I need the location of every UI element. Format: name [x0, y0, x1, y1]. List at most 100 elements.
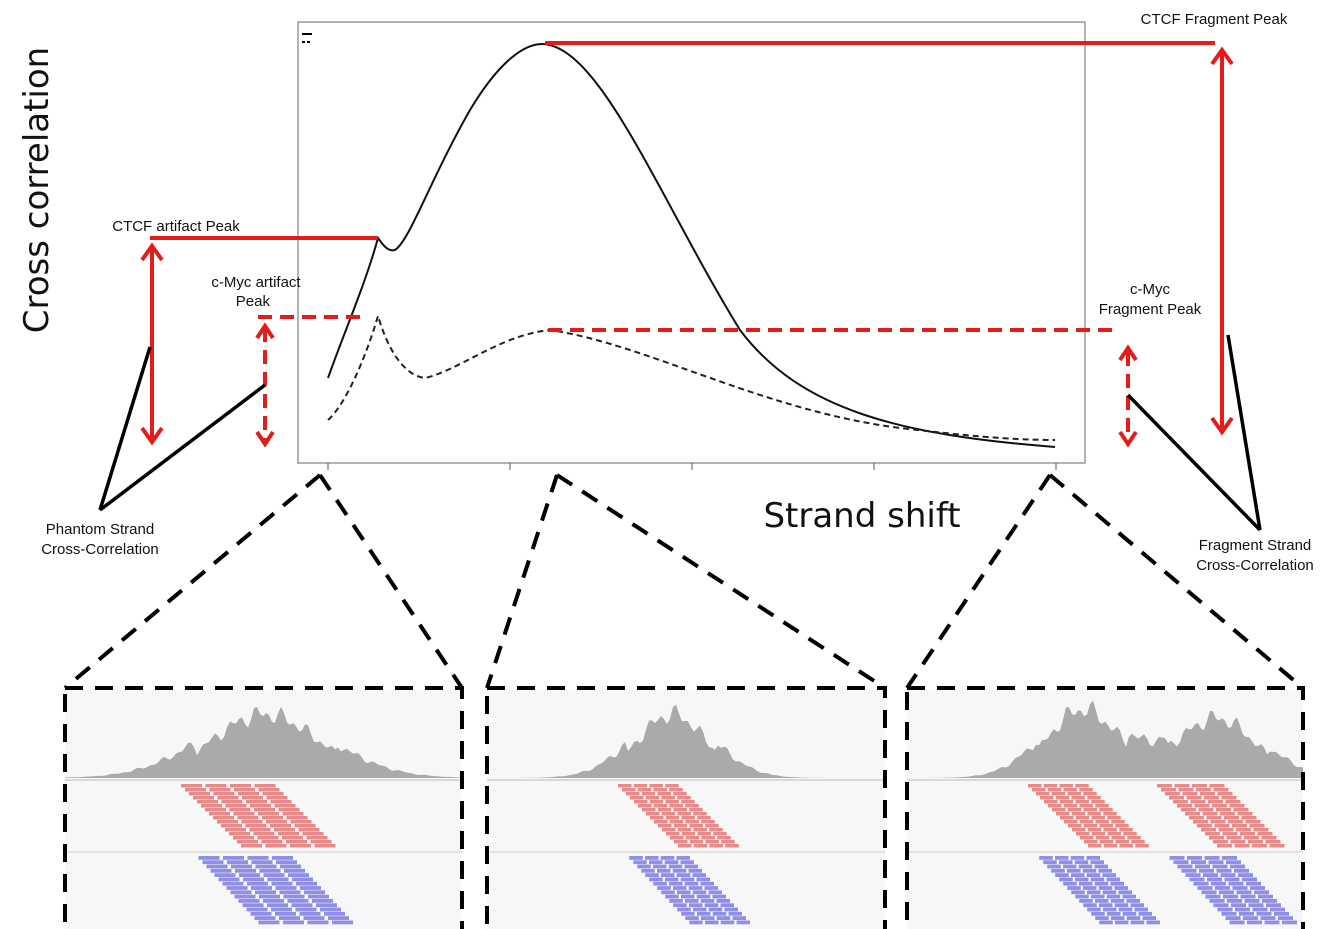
read-reverse: [653, 865, 667, 869]
read-forward: [250, 828, 271, 832]
read-forward: [1212, 804, 1227, 808]
read-forward: [1068, 824, 1082, 828]
read-reverse: [1237, 890, 1252, 894]
read-forward: [274, 828, 295, 832]
read-forward: [282, 836, 303, 840]
read-forward: [1208, 800, 1223, 804]
read-forward: [646, 812, 660, 816]
read-reverse: [1039, 856, 1053, 860]
y-axis-label: Cross correlation: [17, 47, 57, 333]
read-forward: [307, 836, 328, 840]
read-reverse: [689, 869, 703, 873]
read-forward: [662, 812, 676, 816]
read-reverse: [1194, 882, 1209, 886]
read-reverse: [211, 869, 232, 873]
read-reverse: [669, 865, 683, 869]
read-reverse: [1230, 921, 1245, 925]
read-reverse: [705, 886, 719, 890]
read-reverse: [1087, 873, 1101, 877]
read-forward: [1052, 792, 1066, 796]
read-forward: [1199, 808, 1214, 812]
read-forward: [1083, 792, 1097, 796]
read-forward: [246, 824, 267, 828]
read-forward: [267, 796, 288, 800]
read-reverse: [1111, 899, 1125, 903]
read-reverse: [685, 899, 699, 903]
annotation: Phantom Strand: [46, 521, 154, 538]
read-reverse: [1234, 869, 1249, 873]
read-forward: [1100, 824, 1114, 828]
read-forward: [237, 840, 258, 844]
read-reverse: [733, 916, 747, 920]
read-reverse: [1103, 908, 1117, 912]
read-reverse: [1127, 899, 1141, 903]
read-forward: [1119, 828, 1133, 832]
read-forward: [654, 804, 668, 808]
read-reverse: [1083, 869, 1097, 873]
read-reverse: [1115, 903, 1129, 907]
read-reverse: [296, 908, 317, 912]
read-reverse: [288, 873, 309, 877]
read-reverse: [629, 856, 643, 860]
read-forward: [666, 816, 680, 820]
read-reverse: [709, 890, 723, 894]
read-forward: [685, 804, 699, 808]
read-reverse: [279, 916, 300, 920]
read-forward: [1068, 792, 1082, 796]
read-reverse: [1087, 856, 1101, 860]
read-reverse: [1075, 878, 1089, 882]
read-reverse: [1225, 878, 1240, 882]
plot-frame: [298, 22, 1085, 463]
read-reverse: [288, 899, 309, 903]
read-reverse: [1051, 869, 1065, 873]
read-forward: [642, 808, 656, 812]
read-forward: [694, 828, 708, 832]
read-reverse: [1262, 899, 1277, 903]
read-reverse: [312, 899, 333, 903]
read-forward: [665, 784, 679, 788]
read-forward: [1104, 844, 1118, 848]
read-forward: [185, 788, 206, 792]
read-reverse: [207, 865, 228, 869]
read-forward: [270, 824, 291, 828]
read-reverse: [693, 873, 707, 877]
read-forward: [1072, 828, 1086, 832]
read-reverse: [1047, 865, 1061, 869]
read-reverse: [1246, 882, 1261, 886]
read-forward: [254, 832, 275, 836]
read-forward: [1223, 832, 1238, 836]
read-forward: [1246, 820, 1261, 824]
read-reverse: [1231, 903, 1246, 907]
read-reverse: [1249, 903, 1264, 907]
read-forward: [690, 840, 704, 844]
annotation: Cross-Correlation: [1196, 557, 1314, 574]
read-reverse: [677, 856, 691, 860]
read-forward: [662, 828, 676, 832]
read-forward: [1231, 840, 1246, 844]
read-reverse: [697, 912, 711, 916]
read-forward: [689, 808, 703, 812]
read-reverse: [637, 865, 651, 869]
zoom-guides: [65, 475, 1303, 688]
read-reverse: [1274, 912, 1289, 916]
read-reverse: [1214, 903, 1229, 907]
read-reverse: [324, 912, 345, 916]
read-forward: [1232, 824, 1247, 828]
annotation: Peak: [236, 293, 271, 310]
read-forward: [230, 784, 251, 788]
read-reverse: [1282, 921, 1297, 925]
read-reverse: [705, 903, 719, 907]
read-forward: [238, 816, 259, 820]
read-forward: [678, 828, 692, 832]
read-forward: [295, 824, 316, 828]
read-forward: [1048, 804, 1062, 808]
read-reverse: [1107, 878, 1121, 882]
read-reverse: [1107, 895, 1121, 899]
read-reverse: [1079, 899, 1093, 903]
read-reverse: [1083, 903, 1097, 907]
read-forward: [193, 796, 214, 800]
read-reverse: [1043, 860, 1057, 864]
read-reverse: [1131, 903, 1145, 907]
read-reverse: [713, 912, 727, 916]
read-reverse: [1123, 912, 1137, 916]
